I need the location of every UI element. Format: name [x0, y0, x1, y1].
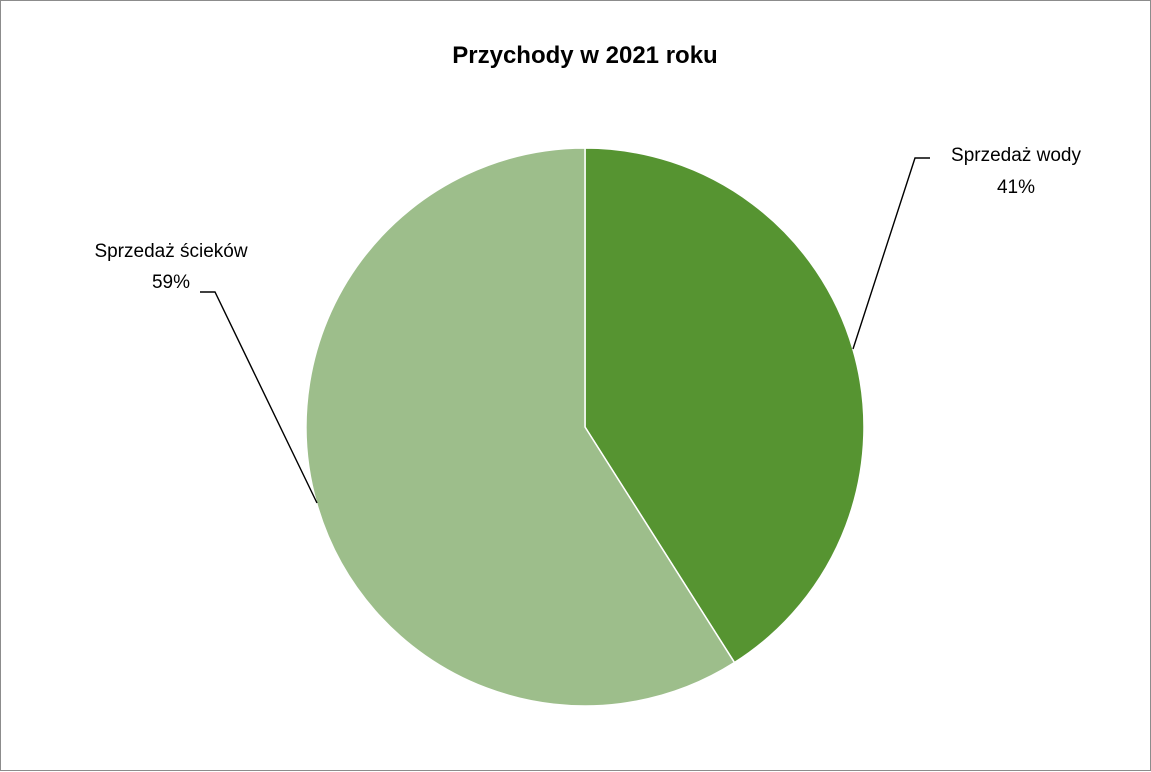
chart-title: Przychody w 2021 roku [452, 42, 717, 69]
pie-slice-sprzedaz-sciekow [305, 147, 736, 707]
slice-name-label: Sprzedaż ścieków [94, 241, 247, 262]
slice-value-label: 41% [997, 177, 1035, 198]
slice-value-label: 59% [152, 272, 190, 293]
slice-name-label: Sprzedaż wody [951, 145, 1081, 166]
leader-line [200, 291, 318, 504]
pie-slice-sprzedaz-wody [584, 147, 865, 664]
leader-line [852, 157, 930, 350]
